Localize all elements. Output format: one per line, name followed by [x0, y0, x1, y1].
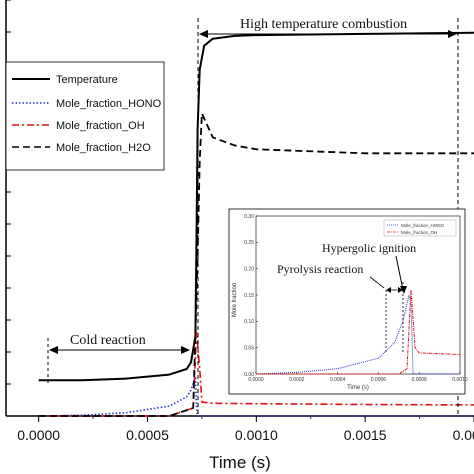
x-tick-label: 0.0005: [126, 427, 169, 443]
arrowhead-cold-left: [49, 346, 58, 354]
x-axis-title: Time (s): [209, 453, 271, 472]
inset-annot-hypergolic-label: Hypergolic ignition: [322, 241, 416, 255]
legend-label-h2o: Mole_fraction_H2O: [56, 142, 151, 154]
inset-annotation-pyrolysis: Pyrolysis reaction: [277, 262, 404, 352]
inset-x-tick-label: 0.0010: [452, 377, 468, 383]
inset-y-tick-label: 0.20: [244, 266, 254, 272]
inset-legend-label-hono: Mole_fraction_HONO: [401, 223, 445, 228]
inset-annotation-hypergolic: Hypergolic ignition: [322, 241, 416, 294]
inset-background: [228, 208, 466, 395]
inset-y-title: Mole fraction: [232, 283, 238, 317]
annot-cold-reaction-label: Cold reaction: [70, 333, 146, 348]
arrowhead-right: [448, 30, 457, 38]
annot-high-temperature-label: High temperature combustion: [240, 17, 407, 32]
series-mole-fraction-oh: [38, 331, 474, 417]
arrowhead-left: [199, 30, 208, 38]
arrowhead-cold-right: [181, 346, 190, 354]
inset-x-tick-label: 0.0000: [248, 377, 264, 383]
legend-item-hono: Mole_fraction_HONO: [12, 98, 162, 110]
series-layer: [38, 31, 474, 417]
legend-label-temperature: Temperature: [56, 74, 118, 86]
inset-arrowhead-hypergolic: [400, 286, 407, 294]
inset-chart: 0.00 0.05 0.10 0.15 0.20 0.25 0.30 0.0000 0.000…: [228, 208, 468, 395]
inset-x-tick-label: 0.0006: [371, 377, 387, 383]
inset-arrowhead-pyrolysis-right: [398, 287, 403, 293]
inset-y-tick-label: 0.05: [244, 345, 254, 351]
inset-y-tick-label: 0.25: [244, 240, 254, 246]
x-tick-label: 0.0000: [17, 427, 60, 443]
inset-y-tick-label: 0.15: [244, 293, 254, 299]
inset-series-mole-fraction-oh: [256, 289, 461, 375]
inset-legend-box: [383, 219, 457, 237]
inset-x-title: Time (s): [347, 385, 369, 391]
inset-arrowhead-pyrolysis-left: [386, 287, 391, 293]
inset-x-tick-label: 0.0002: [289, 377, 305, 383]
legend-item-oh: Mole_fraction_OH: [12, 120, 145, 132]
x-tick-label: 0.0015: [344, 427, 387, 443]
x-tick-label: 0.0010: [235, 427, 278, 443]
inset-legend: Mole_fraction_HONO Mole_fraction_OH: [383, 219, 457, 237]
series-mole-fraction-hono: [38, 375, 474, 417]
legend: Temperature Mole_fraction_HONO Mole_frac…: [5, 61, 165, 171]
inset-x-tick-label: 0.0008: [412, 377, 428, 383]
inset-y-tick-label: 0.10: [244, 319, 254, 325]
legend-item-temperature: Temperature: [12, 74, 118, 86]
inset-y-tick-label: 0.00: [244, 372, 254, 378]
annotation-cold-reaction: Cold reaction: [47, 333, 190, 384]
inset-series-layer: [255, 289, 461, 375]
legend-item-h2o: Mole_fraction_H2O: [12, 142, 151, 154]
inset-y-ticks: 0.00 0.05 0.10 0.15 0.20 0.25 0.30: [244, 214, 258, 378]
inset-y-tick-label: 0.30: [244, 214, 254, 220]
inset-legend-label-oh: Mole_fraction_OH: [401, 230, 437, 235]
inset-x-tick-label: 0.0004: [330, 377, 346, 383]
series-mole-fraction-h2o: [38, 112, 474, 417]
legend-label-oh: Mole_fraction_OH: [56, 120, 145, 132]
series-temperature: [38, 31, 474, 382]
inset-annot-hypergolic-arrow: [395, 255, 404, 291]
inset-pyrolysis-leader: [369, 276, 385, 289]
inset-annot-pyrolysis-label: Pyrolysis reaction: [277, 262, 363, 276]
legend-label-hono: Mole_fraction_HONO: [56, 98, 162, 110]
